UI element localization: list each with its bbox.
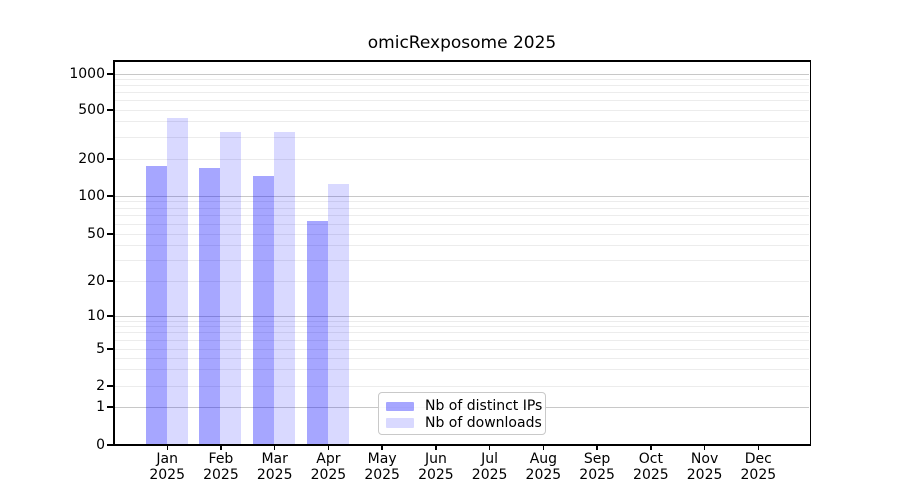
y-tick-label-20: 20 <box>87 273 105 289</box>
minor-gridline-600 <box>115 100 809 102</box>
major-gridline-1000 <box>115 73 809 75</box>
minor-gridline-2 <box>115 385 809 387</box>
x-tick-month: Mar <box>261 451 288 467</box>
axis-spine-right <box>809 60 811 445</box>
axis-spine-bottom <box>113 444 811 446</box>
x-tick-label-nov: Nov 2025 <box>673 451 737 483</box>
legend-swatch-downloads <box>386 418 414 428</box>
x-tick-month: Oct <box>638 451 663 467</box>
y-tick-label-2: 2 <box>96 378 105 394</box>
bar-distinct-ips-jan <box>145 166 167 445</box>
x-tick-month: Aug <box>529 451 558 467</box>
bar-distinct-ips-feb <box>199 167 221 445</box>
x-tick-month: Dec <box>744 451 772 467</box>
legend: Nb of distinct IPs Nb of downloads <box>378 392 546 435</box>
x-tick-label-aug: Aug 2025 <box>511 451 575 483</box>
x-tick-label-may: May 2025 <box>350 451 414 483</box>
major-gridline-100 <box>115 195 809 197</box>
x-tick-month: May <box>367 451 397 467</box>
x-tick-month: Apr <box>316 451 341 467</box>
bar-downloads-feb <box>220 132 242 445</box>
x-tick-label-jun: Jun 2025 <box>404 451 468 483</box>
y-tick-label-100: 100 <box>78 188 105 204</box>
minor-gridline-500 <box>115 109 809 111</box>
minor-gridline-700 <box>115 92 809 94</box>
bar-distinct-ips-apr <box>306 221 328 445</box>
x-tick-year: 2025 <box>525 466 562 483</box>
minor-gridline-3 <box>115 369 809 371</box>
y-tick-label-200: 200 <box>78 151 105 167</box>
minor-gridline-40 <box>115 244 809 246</box>
x-tick-label-jul: Jul 2025 <box>458 451 522 483</box>
minor-gridline-6 <box>115 339 809 341</box>
chart-title: omicRexposome 2025 <box>367 33 557 53</box>
y-tick-label-500: 500 <box>78 102 105 118</box>
minor-gridline-70 <box>115 215 809 217</box>
x-tick-label-oct: Oct 2025 <box>619 451 683 483</box>
x-tick-label-dec: Dec 2025 <box>726 451 790 483</box>
x-tick-label-sep: Sep 2025 <box>565 451 629 483</box>
y-tick-label-50: 50 <box>87 226 105 242</box>
bar-downloads-jan <box>166 118 188 445</box>
x-tick-year: 2025 <box>418 466 454 483</box>
minor-gridline-7 <box>115 332 809 334</box>
x-tick-month: Jun <box>424 451 447 467</box>
legend-item-distinct-ips: Nb of distinct IPs <box>386 398 545 415</box>
legend-label-distinct-ips: Nb of distinct IPs <box>425 398 543 415</box>
x-tick-year: 2025 <box>740 466 777 483</box>
x-tick-label-jan: Jan 2025 <box>135 451 199 483</box>
x-tick-month: Nov <box>690 451 719 467</box>
x-tick-year: 2025 <box>633 466 669 483</box>
minor-gridline-9 <box>115 320 809 322</box>
x-tick-year: 2025 <box>364 466 400 483</box>
x-tick-year: 2025 <box>149 466 185 483</box>
bar-downloads-mar <box>274 131 296 445</box>
x-tick-label-mar: Mar 2025 <box>243 451 307 483</box>
legend-swatch-distinct-ips <box>386 401 414 411</box>
y-tick-label-1000: 1000 <box>69 66 105 82</box>
x-tick-year: 2025 <box>686 466 723 483</box>
axis-spine-top <box>113 60 811 62</box>
axis-spine-left <box>113 60 115 445</box>
x-tick-month: Sep <box>583 451 611 467</box>
x-tick-label-apr: Apr 2025 <box>296 451 360 483</box>
y-tick-label-5: 5 <box>96 341 105 357</box>
x-tick-year: 2025 <box>579 466 615 483</box>
x-tick-label-feb: Feb 2025 <box>189 451 253 483</box>
minor-gridline-50 <box>115 233 809 235</box>
y-tick-label-10: 10 <box>87 308 105 324</box>
minor-gridline-300 <box>115 136 809 138</box>
minor-gridline-90 <box>115 201 809 203</box>
y-tick-label-1: 1 <box>96 399 105 415</box>
x-tick-month: Jul <box>481 451 499 467</box>
minor-gridline-400 <box>115 121 809 123</box>
bar-distinct-ips-mar <box>253 175 275 445</box>
x-tick-month: Jan <box>156 451 178 467</box>
minor-gridline-800 <box>115 85 809 87</box>
minor-gridline-80 <box>115 207 809 209</box>
minor-gridline-900 <box>115 78 809 80</box>
minor-gridline-200 <box>115 158 809 160</box>
bar-downloads-apr <box>327 184 349 445</box>
major-gridline-10 <box>115 315 809 317</box>
minor-gridline-60 <box>115 223 809 225</box>
x-tick-year: 2025 <box>203 466 239 483</box>
x-tick-year: 2025 <box>471 466 508 483</box>
minor-gridline-30 <box>115 259 809 261</box>
y-tick-label-0: 0 <box>96 437 105 453</box>
minor-gridline-8 <box>115 326 809 328</box>
legend-label-downloads: Nb of downloads <box>425 414 542 431</box>
x-tick-year: 2025 <box>310 466 347 483</box>
x-tick-year: 2025 <box>256 466 293 483</box>
legend-item-downloads: Nb of downloads <box>386 415 545 432</box>
minor-gridline-4 <box>115 357 809 359</box>
minor-gridline-5 <box>115 348 809 350</box>
x-tick-month: Feb <box>208 451 234 467</box>
minor-gridline-20 <box>115 280 809 282</box>
